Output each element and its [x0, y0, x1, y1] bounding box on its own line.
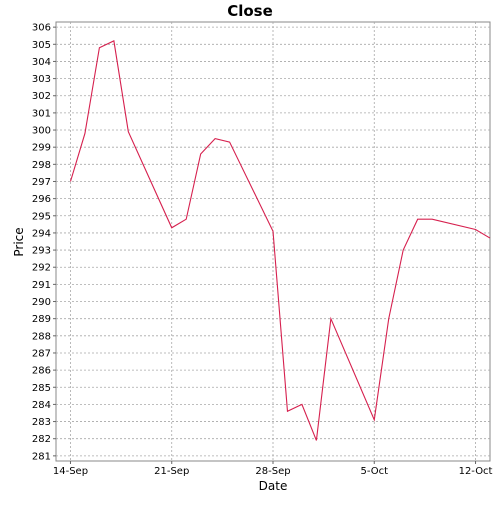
y-tick-label: 299 [32, 143, 51, 154]
y-tick-label: 293 [32, 246, 51, 257]
y-tick-label: 304 [32, 57, 51, 68]
y-tick-label: 290 [32, 297, 51, 308]
y-tick-label: 301 [32, 108, 51, 119]
y-tick-label: 298 [32, 160, 51, 171]
y-tick-label: 289 [32, 314, 51, 325]
y-tick-label: 292 [32, 263, 51, 274]
y-axis-label: Price [12, 227, 26, 256]
y-tick-label: 306 [32, 23, 51, 34]
x-tick-label: 5-Oct [360, 466, 388, 477]
x-tick-label: 14-Sep [53, 466, 88, 477]
y-tick-label: 288 [32, 331, 51, 342]
y-tick-label: 303 [32, 74, 51, 85]
y-tick-label: 295 [32, 211, 51, 222]
y-tick-label: 300 [32, 126, 51, 137]
y-tick-label: 302 [32, 91, 51, 102]
y-tick-label: 296 [32, 194, 51, 205]
y-tick-label: 294 [32, 228, 51, 239]
x-tick-label: 28-Sep [255, 466, 290, 477]
y-tick-label: 286 [32, 366, 51, 377]
y-tick-label: 287 [32, 348, 51, 359]
y-tick-label: 297 [32, 177, 51, 188]
x-tick-label: 12-Oct [459, 466, 493, 477]
y-tick-label: 282 [32, 434, 51, 445]
x-axis-label: Date [259, 479, 288, 493]
y-tick-label: 284 [32, 400, 51, 411]
y-tick-label: 291 [32, 280, 51, 291]
y-tick-label: 305 [32, 40, 51, 51]
y-tick-label: 281 [32, 451, 51, 462]
chart-title: Close [227, 2, 273, 20]
y-tick-label: 285 [32, 383, 51, 394]
y-tick-label: 283 [32, 417, 51, 428]
x-tick-label: 21-Sep [154, 466, 189, 477]
